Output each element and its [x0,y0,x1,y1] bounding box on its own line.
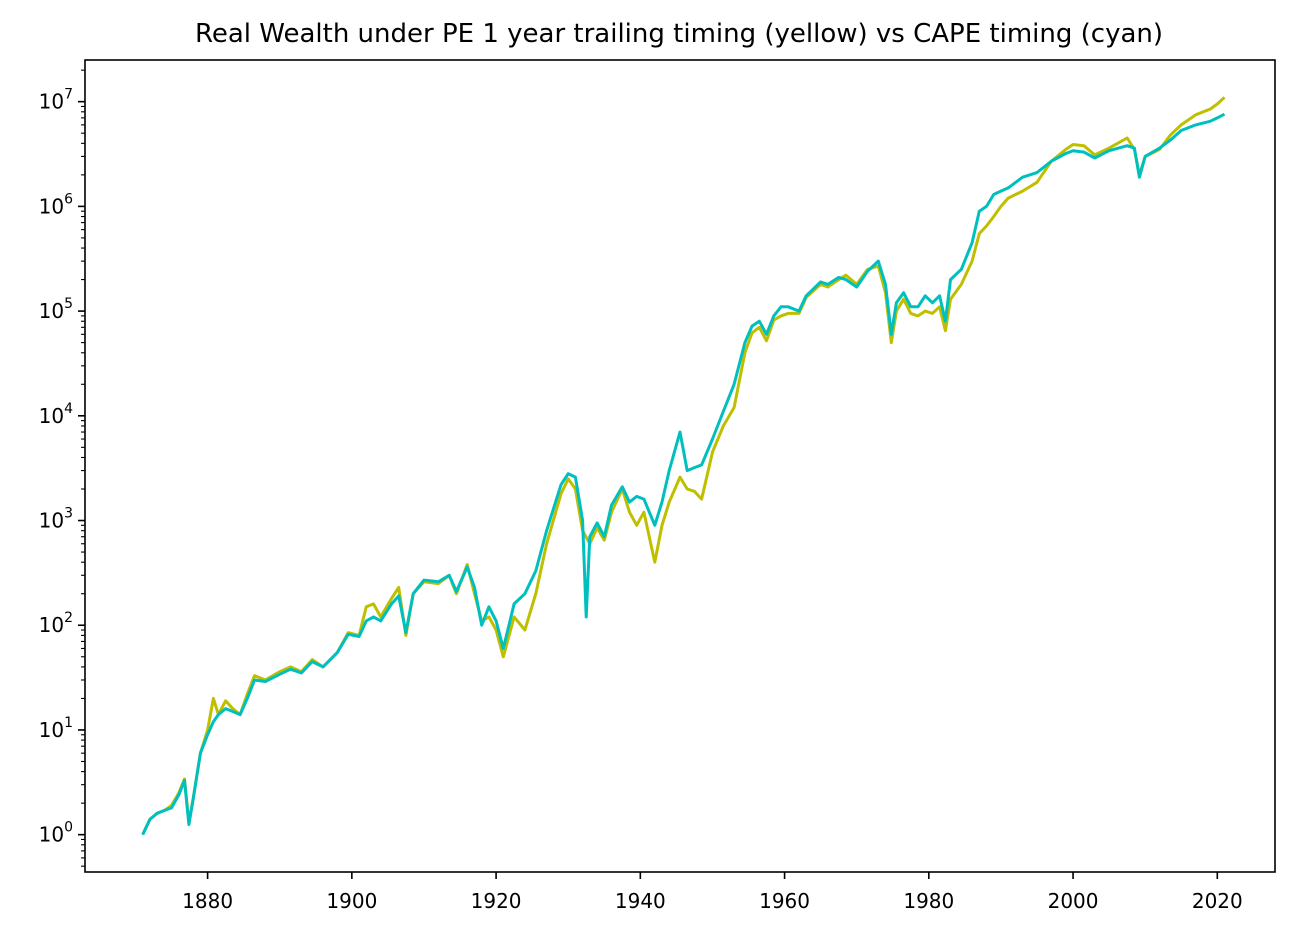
y-tick-label: 107 [39,87,73,114]
plot-frame [84,59,1276,873]
x-tick-label: 1880 [182,889,233,913]
y-tick-label: 100 [39,820,73,847]
y-tick-label: 101 [39,715,73,742]
y-tick-label: 103 [39,506,73,533]
chart-title: Real Wealth under PE 1 year trailing tim… [195,19,1163,49]
series-line-2 [141,112,1226,836]
series-line-1 [141,96,1226,836]
x-tick-label: 2020 [1192,889,1243,913]
y-tick-label: 106 [39,191,73,218]
x-tick-label: 1940 [615,889,666,913]
x-tick-label: 1920 [471,889,522,913]
x-tick-label: 1900 [326,889,377,913]
y-tick-label: 105 [39,296,73,323]
y-tick-label: 102 [39,610,73,637]
y-tick-label: 104 [39,401,73,428]
axes-layer: 1880 1900 1920 1940 1960 1980 2000 2020 100 101 10… [39,59,1276,913]
series-layer [141,96,1226,836]
x-tick-label: 1960 [759,889,810,913]
x-tick-label: 1980 [903,889,954,913]
x-tick-label: 2000 [1048,889,1099,913]
